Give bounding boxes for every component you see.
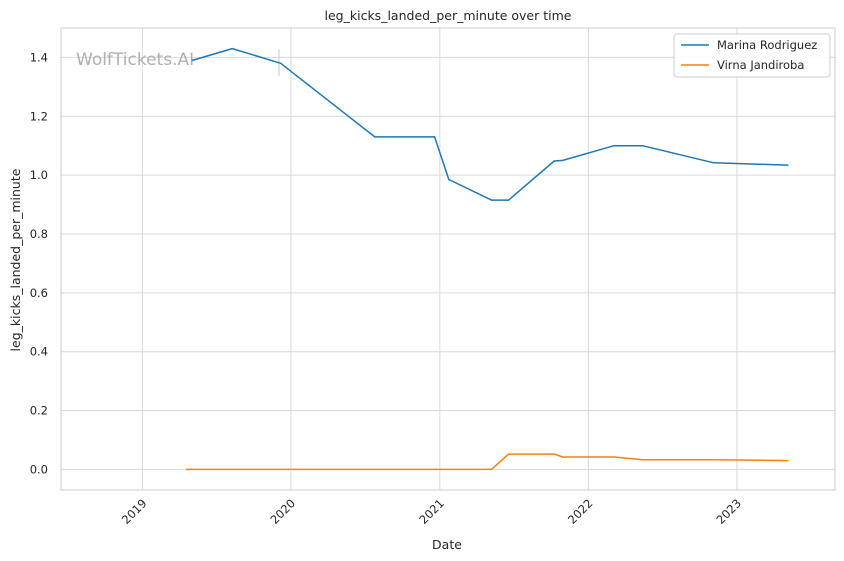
plot-frame	[60, 27, 836, 491]
data-point-virna-jandiroba	[185, 468, 188, 471]
y-tick-label: 0.6	[30, 286, 48, 300]
data-point-marina-rodriguez	[231, 47, 234, 50]
y-tick-label: 0.0	[30, 462, 48, 476]
y-tick-label: 0.8	[30, 227, 48, 241]
data-point-virna-jandiroba	[641, 458, 644, 461]
y-tick-label: 1.4	[30, 50, 48, 64]
y-tick-label: 0.2	[30, 404, 48, 418]
watermark: WolfTickets.AI	[76, 50, 194, 70]
legend-label-marina-rodriguez: Marina Rodriguez	[717, 38, 817, 52]
data-point-virna-jandiroba	[507, 453, 510, 455]
x-axis-label: Date	[432, 537, 462, 552]
data-point-marina-rodriguez	[374, 136, 376, 138]
data-point-virna-jandiroba	[787, 459, 789, 462]
data-point-marina-rodriguez	[712, 162, 715, 164]
y-axis-label: leg_kicks_landed_per_minute	[8, 168, 23, 351]
data-point-marina-rodriguez	[279, 62, 282, 65]
data-point-marina-rodriguez	[562, 159, 564, 162]
y-tick-label: 1.2	[30, 109, 48, 123]
legend-label-virna-jandiroba: Virna Jandiroba	[717, 58, 804, 72]
data-point-marina-rodriguez	[613, 144, 615, 147]
data-point-virna-jandiroba	[712, 458, 715, 461]
data-point-marina-rodriguez	[490, 199, 493, 201]
data-point-marina-rodriguez	[507, 199, 510, 201]
data-point-marina-rodriguez	[433, 136, 436, 138]
data-point-virna-jandiroba	[553, 453, 555, 455]
legend: Marina Rodriguez Virna Jandiroba	[673, 33, 831, 78]
series-layer	[185, 47, 789, 471]
data-point-marina-rodriguez	[448, 178, 450, 181]
y-tick-label: 1.0	[30, 168, 48, 182]
y-tick-labels: 0.0 0.2 0.4 0.6 0.8 1.0 1.2 1.4	[30, 50, 48, 476]
chart-title: leg_kicks_landed_per_minute over time	[325, 8, 572, 23]
data-point-marina-rodriguez	[787, 164, 789, 166]
data-point-virna-jandiroba	[562, 456, 564, 458]
data-point-marina-rodriguez	[191, 59, 194, 62]
legend-box	[673, 33, 831, 78]
y-tick-label: 0.4	[30, 345, 48, 359]
data-point-marina-rodriguez	[553, 160, 555, 162]
data-point-virna-jandiroba	[490, 468, 493, 471]
data-point-virna-jandiroba	[613, 456, 615, 458]
series-line-marina-rodriguez	[192, 47, 788, 201]
data-point-marina-rodriguez	[641, 144, 644, 147]
